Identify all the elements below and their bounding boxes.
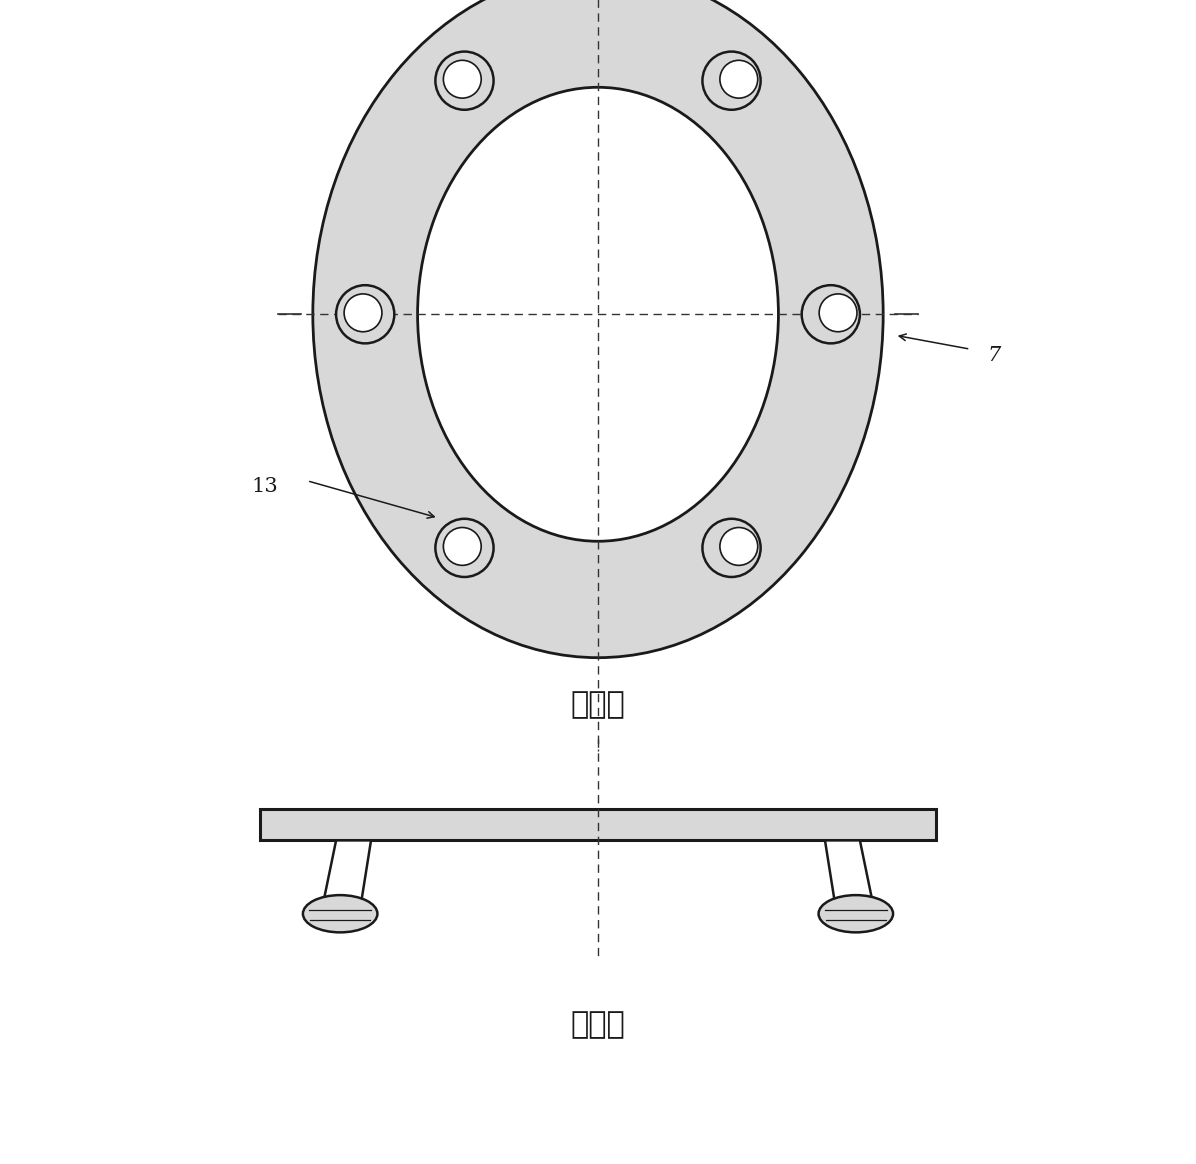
Circle shape <box>702 519 761 577</box>
Circle shape <box>444 61 481 98</box>
Ellipse shape <box>417 87 779 541</box>
Circle shape <box>344 293 382 332</box>
Bar <box>261 809 935 840</box>
Text: 俧视图: 俧视图 <box>570 690 626 718</box>
Circle shape <box>435 51 494 109</box>
Text: 13: 13 <box>251 477 277 496</box>
Polygon shape <box>825 840 875 914</box>
Circle shape <box>720 61 758 98</box>
Circle shape <box>720 527 758 566</box>
Circle shape <box>444 527 481 566</box>
Circle shape <box>801 285 860 343</box>
Text: 侧视图: 侧视图 <box>570 1010 626 1038</box>
Circle shape <box>435 519 494 577</box>
Circle shape <box>819 293 858 332</box>
Ellipse shape <box>818 895 893 932</box>
Circle shape <box>336 285 395 343</box>
Ellipse shape <box>313 0 883 658</box>
Ellipse shape <box>303 895 378 932</box>
Polygon shape <box>321 840 371 914</box>
Text: 7: 7 <box>988 346 1001 364</box>
Circle shape <box>702 51 761 109</box>
